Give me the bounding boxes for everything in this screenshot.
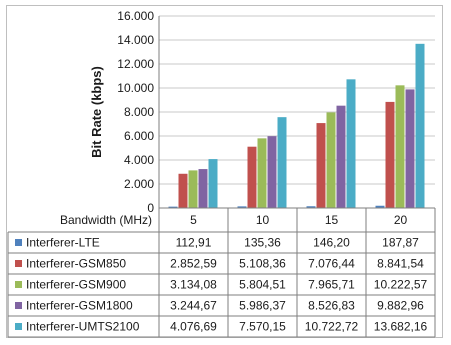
y-tick-label: 4.000: [124, 153, 154, 167]
data-label: 7.570,15: [239, 320, 286, 334]
y-axis-label: Bit Rate (kbps): [89, 66, 104, 158]
bar: [257, 138, 267, 208]
y-tick-label: 2.000: [124, 177, 154, 191]
data-label: 135,36: [244, 236, 281, 250]
bar: [208, 159, 218, 208]
legend-entry: Interferer-UMTS2100: [26, 320, 140, 334]
legend-entry: Interferer-GSM1800: [26, 299, 133, 313]
y-tick-label: 8.000: [124, 105, 154, 119]
data-label: 5.804,51: [239, 278, 286, 292]
data-label: 8.526,83: [308, 299, 355, 313]
bar: [267, 136, 277, 208]
legend-entry: Interferer-GSM850: [26, 257, 126, 271]
data-label: 7.076,44: [308, 257, 355, 271]
legend-entry: Interferer-LTE: [26, 236, 100, 250]
data-label: 5.108,36: [239, 257, 286, 271]
x-axis-label: Bandwidth (MHz): [60, 213, 152, 227]
data-table: Bandwidth (MHz) 5 10 15 20 Interferer-LTE 112,…: [7, 207, 436, 338]
legend-swatch: [15, 281, 22, 288]
data-label: 187,87: [382, 236, 419, 250]
bar: [346, 79, 356, 208]
bar: [395, 85, 405, 208]
bar: [405, 89, 415, 208]
y-tick-label: 10.000: [117, 81, 154, 95]
y-tick-label: 6.000: [124, 129, 154, 143]
data-label: 7.965,71: [308, 278, 355, 292]
y-tick-labels: 0 2.000 4.000 6.000 8.000 10.000 12.000 14.000 1…: [117, 9, 154, 215]
bar: [277, 117, 287, 208]
data-label: 9.882,96: [377, 299, 424, 313]
data-label: 3.244,67: [170, 299, 217, 313]
bar: [237, 206, 247, 208]
data-label: 112,91: [176, 236, 212, 250]
chart-frame: 0 2.000 4.000 6.000 8.000 10.000 12.000 14.000 1…: [6, 5, 443, 338]
bar: [385, 101, 395, 208]
bar: [415, 43, 425, 208]
bar: [375, 205, 385, 208]
y-tick-label: 16.000: [117, 9, 154, 23]
category-label: 20: [394, 213, 408, 227]
bar: [168, 206, 178, 208]
category-label: 10: [256, 213, 270, 227]
data-label: 5.986,37: [239, 299, 286, 313]
bar: [198, 169, 208, 208]
legend-swatch: [15, 302, 22, 309]
data-label: 8.841,54: [377, 257, 424, 271]
data-label: 3.134,08: [170, 278, 217, 292]
bar: [336, 105, 346, 208]
bar: [306, 206, 316, 208]
category-label: 15: [325, 213, 339, 227]
data-label: 2.852,59: [170, 257, 217, 271]
data-label: 4.076,69: [170, 320, 217, 334]
bar: [188, 170, 198, 208]
data-label: 146,20: [313, 236, 350, 250]
bar: [247, 146, 257, 208]
y-tick-label: 0: [147, 201, 154, 215]
bar: [326, 112, 336, 208]
data-label: 10.222,57: [374, 278, 428, 292]
bars: [168, 43, 425, 208]
y-tick-label: 12.000: [117, 57, 154, 71]
bar: [178, 173, 188, 208]
legend-swatch: [15, 239, 22, 246]
data-label: 13.682,16: [374, 320, 428, 334]
bar-chart: 0 2.000 4.000 6.000 8.000 10.000 12.000 14.000 1…: [7, 9, 436, 338]
bar: [316, 123, 326, 208]
legend-swatch: [15, 260, 22, 267]
data-label: 10.722,72: [305, 320, 359, 334]
category-label: 5: [190, 213, 197, 227]
legend-entry: Interferer-GSM900: [26, 278, 126, 292]
y-tick-label: 14.000: [117, 33, 154, 47]
legend-swatch: [15, 323, 22, 330]
